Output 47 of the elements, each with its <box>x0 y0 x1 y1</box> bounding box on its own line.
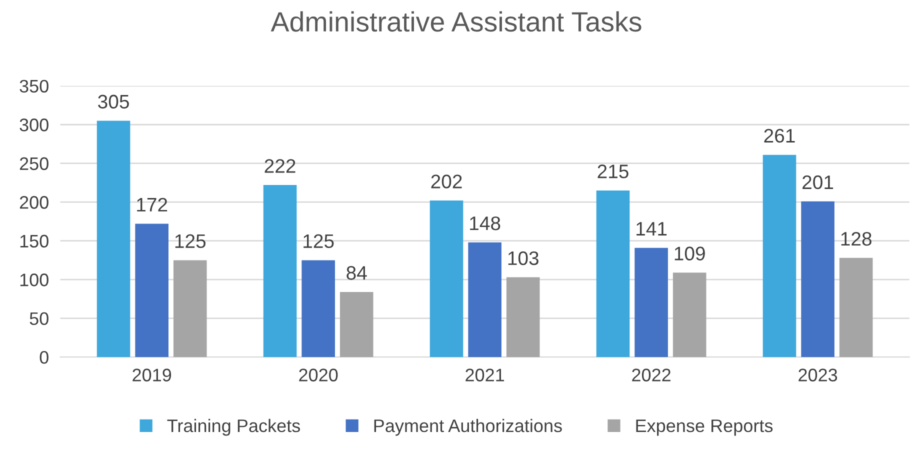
bar <box>596 190 630 358</box>
y-tick-label: 350 <box>20 80 48 93</box>
y-tick-label: 150 <box>20 234 48 248</box>
bar <box>135 224 168 358</box>
bar <box>263 185 297 358</box>
data-label: 125 <box>175 234 206 248</box>
data-label: 109 <box>674 246 705 260</box>
data-label: 201 <box>802 175 834 190</box>
bar <box>634 248 668 358</box>
bar <box>506 277 540 358</box>
bar <box>468 242 502 358</box>
x-tick-label: 2020 <box>299 368 338 382</box>
data-label: 125 <box>304 234 334 248</box>
bar <box>173 260 207 358</box>
data-label: 103 <box>508 251 538 266</box>
bar <box>672 272 706 358</box>
y-tick-label: 200 <box>20 196 48 209</box>
x-tick-label: 2021 <box>466 368 504 382</box>
bar <box>801 201 834 358</box>
y-tick-label: 250 <box>20 157 48 170</box>
legend-label: Training Packets <box>167 418 300 436</box>
x-tick-label: 2022 <box>632 368 670 382</box>
legend-label: Expense Reports <box>636 420 773 436</box>
x-tick-label: 2023 <box>798 368 838 382</box>
y-tick-label: 100 <box>20 274 48 286</box>
y-tick-label: 50 <box>30 312 48 326</box>
data-label: 148 <box>470 216 500 230</box>
data-label: 84 <box>346 266 367 280</box>
data-label: 172 <box>137 198 168 212</box>
y-tick-label: 300 <box>20 118 48 132</box>
chart-title: Administrative Assistant Tasks <box>270 11 642 32</box>
bar <box>839 258 873 358</box>
bar <box>762 154 796 358</box>
bar <box>340 292 374 358</box>
data-label: 222 <box>264 159 296 173</box>
bar <box>302 260 335 358</box>
data-label: 215 <box>598 164 628 178</box>
data-label: 202 <box>431 174 462 188</box>
data-label: 141 <box>636 222 667 236</box>
y-tick-label: 0 <box>40 351 48 364</box>
data-label: 261 <box>764 128 795 143</box>
legend-label: Payment Authorizations <box>374 418 562 436</box>
bar <box>430 200 464 358</box>
data-label: 128 <box>841 232 872 246</box>
data-label: 305 <box>98 94 129 109</box>
x-tick-label: 2019 <box>132 368 172 382</box>
bar <box>96 120 130 358</box>
